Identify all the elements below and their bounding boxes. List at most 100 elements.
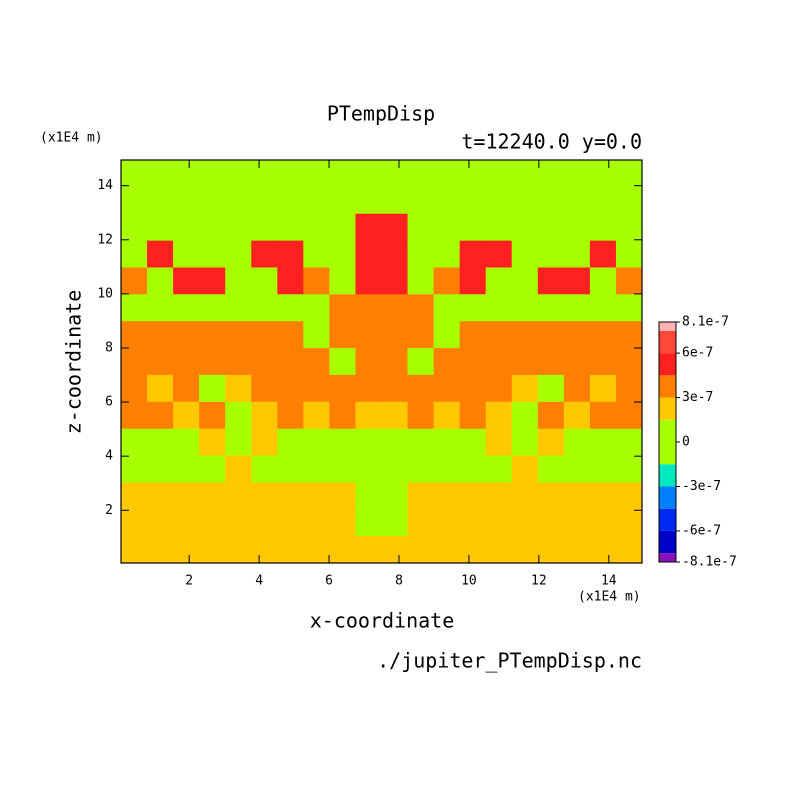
contour-cell [251, 455, 278, 483]
contour-cell [147, 509, 174, 537]
y-tick-label: 4 [105, 449, 113, 464]
contour-cell [459, 267, 487, 295]
contour-cell [563, 240, 591, 269]
contour-cell [173, 348, 200, 376]
y-tick-label: 2 [105, 503, 113, 518]
contour-cell [589, 509, 617, 537]
contour-cell [589, 160, 617, 188]
contour-cell [303, 321, 330, 349]
contour-cell [277, 482, 304, 510]
contour-cell [277, 348, 304, 376]
contour-cell [381, 160, 409, 188]
contour-cell [329, 213, 357, 242]
contour-cell [563, 213, 591, 242]
contour-cell [173, 294, 200, 322]
contour-cell [589, 428, 617, 457]
contour-cell [615, 240, 642, 269]
contour-cell [199, 213, 226, 242]
contour-cell [615, 160, 642, 188]
contour-cell [511, 455, 539, 483]
colorbar-tick-label: 8.1e-7 [682, 315, 729, 330]
contour-cell [459, 509, 487, 537]
contour-cell [589, 186, 617, 215]
contour-cell [511, 186, 539, 215]
contour-cell [615, 536, 642, 563]
contour-cell [355, 213, 383, 242]
colorbar-band [659, 353, 676, 376]
contour-cell [537, 455, 565, 483]
contour-cell [615, 428, 642, 457]
contour-cell [485, 455, 513, 483]
contour-cell [303, 428, 330, 457]
contour-cell [381, 455, 409, 483]
contour-cell [589, 294, 617, 322]
contour-cell [563, 294, 591, 322]
contour-cell [173, 482, 200, 510]
contour-cell [537, 240, 565, 269]
contour-cell [121, 509, 148, 537]
contour-cell [407, 321, 435, 349]
contour-cell [381, 482, 409, 510]
contour-cell [381, 267, 409, 295]
contour-cell [589, 482, 617, 510]
contour-cell [485, 428, 513, 457]
colorbar-band [659, 375, 676, 398]
contour-cell [173, 240, 200, 269]
contour-cell [199, 509, 226, 537]
contour-cell [511, 536, 539, 563]
contour-cell [563, 160, 591, 188]
contour-cell [407, 348, 435, 376]
contour-cell [225, 401, 252, 430]
contour-cell [173, 374, 200, 403]
contour-cell [459, 401, 487, 430]
contour-cell [615, 482, 642, 510]
contour-cell [173, 213, 200, 242]
contour-cell [199, 401, 226, 430]
colorbar-tick-label: -3e-7 [682, 479, 721, 494]
contour-cell [147, 294, 174, 322]
contour-cell [147, 455, 174, 483]
colorbar-band [659, 397, 676, 420]
y-tick-label: 8 [105, 340, 113, 355]
contour-cell [433, 455, 461, 483]
contour-cell [147, 401, 174, 430]
contour-cell [251, 536, 278, 563]
contour-cell [225, 455, 252, 483]
y-tick-label: 14 [97, 178, 113, 193]
contour-cell [277, 267, 304, 295]
contour-cell [251, 482, 278, 510]
contour-cell [381, 509, 409, 537]
contour-cell [225, 348, 252, 376]
contour-cell [251, 509, 278, 537]
contour-cell [225, 374, 252, 403]
contour-cell [147, 160, 174, 188]
contour-cell [355, 401, 383, 430]
colorbar-tick-label: 0 [682, 435, 690, 450]
contour-cell [589, 267, 617, 295]
contour-cell [355, 536, 383, 563]
contour-cell [511, 348, 539, 376]
contour-cell [407, 294, 435, 322]
contour-cell [329, 401, 357, 430]
contour-cell [251, 160, 278, 188]
contour-cell [329, 428, 357, 457]
contour-cell [355, 160, 383, 188]
contour-cell [589, 374, 617, 403]
contour-cell [589, 321, 617, 349]
x-tick-label: 6 [325, 574, 333, 589]
contour-cell [147, 374, 174, 403]
contour-cell [121, 321, 148, 349]
x-unit: (x1E4 m) [578, 590, 641, 605]
contour-cell [199, 160, 226, 188]
contour-cell [121, 401, 148, 430]
contour-cell [615, 401, 642, 430]
contour-cell [407, 428, 435, 457]
contour-cell [147, 321, 174, 349]
contour-cell [355, 455, 383, 483]
contour-cell [511, 160, 539, 188]
contour-cell [511, 240, 539, 269]
y-axis-label: z-coordinate [62, 290, 86, 435]
contour-cell [407, 213, 435, 242]
contour-cell [329, 321, 357, 349]
contour-cell [225, 186, 252, 215]
